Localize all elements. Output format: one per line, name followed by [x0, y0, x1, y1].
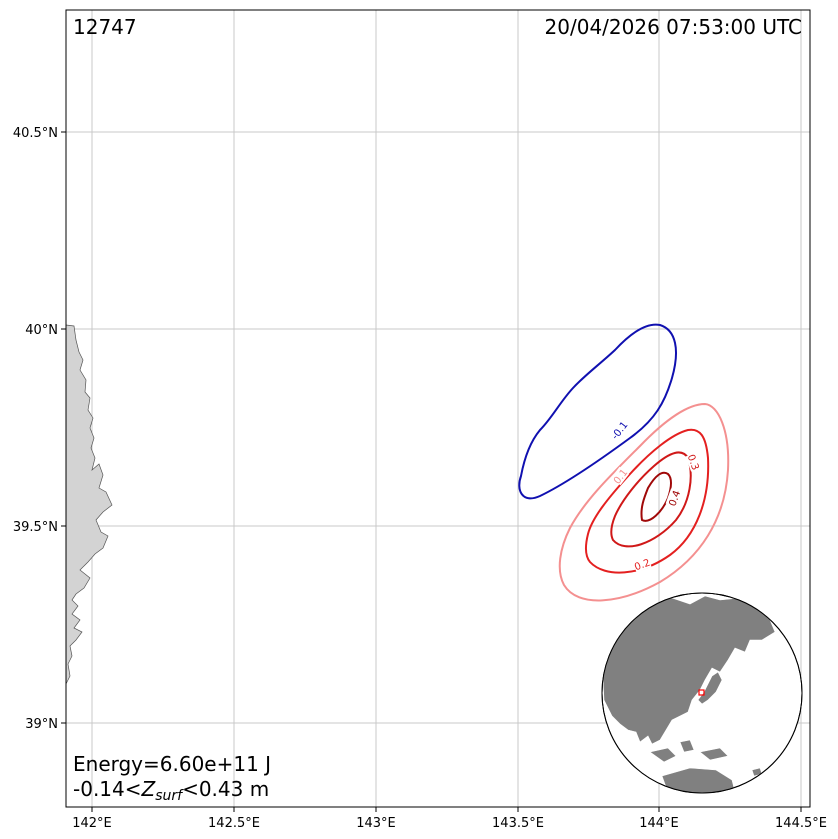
zsurf-symbol: Z [141, 777, 157, 801]
y-axis-labels: 40.5°N 40°N 39.5°N 39°N [13, 126, 58, 732]
contour-neg-0-1 [518, 323, 677, 500]
globe-location-marker [698, 689, 705, 696]
contour-pos-0-2 [584, 428, 710, 574]
zsurf-subscript: surf [155, 788, 184, 804]
x-axis-labels: 142°E 142.5°E 143°E 143.5°E 144°E 144.5°… [72, 816, 827, 831]
contour-label-pos-0-2: 0.2 [633, 558, 652, 574]
y-tick-label: 39.5°N [13, 520, 58, 535]
zsurf-prefix: -0.14< [73, 777, 142, 801]
contour-group [518, 323, 730, 602]
contour-pos-0-1 [558, 402, 730, 602]
contour-pos-0-4 [640, 471, 672, 522]
x-tick-label: 144°E [639, 816, 679, 831]
y-tick-label: 40.5°N [13, 126, 58, 141]
x-tick-label: 142°E [72, 816, 112, 831]
energy-label: Energy=6.60e+11 J [73, 752, 271, 776]
zsurf-suffix: <0.43 m [182, 777, 269, 801]
zsurf-range-label: -0.14<Zsurf<0.43 m [73, 777, 269, 804]
tick-marks [61, 131, 802, 812]
x-tick-label: 144.5°E [775, 816, 827, 831]
plot-frame [65, 9, 811, 808]
timestamp: 20/04/2026 07:53:00 UTC [545, 15, 802, 39]
contour-pos-0-3 [610, 451, 692, 548]
coastline-land [66, 324, 113, 685]
y-tick-label: 40°N [25, 323, 58, 338]
x-tick-label: 143°E [356, 816, 396, 831]
y-tick-label: 39°N [25, 717, 58, 732]
x-tick-label: 142.5°E [208, 816, 260, 831]
x-tick-label: 143.5°E [492, 816, 544, 831]
contour-label-pos-0-3: 0.3 [685, 453, 701, 472]
contour-label-pos-0-4: 0.4 [668, 489, 684, 508]
frame-id: 12747 [73, 15, 137, 39]
globe-locator-icon [601, 592, 803, 794]
